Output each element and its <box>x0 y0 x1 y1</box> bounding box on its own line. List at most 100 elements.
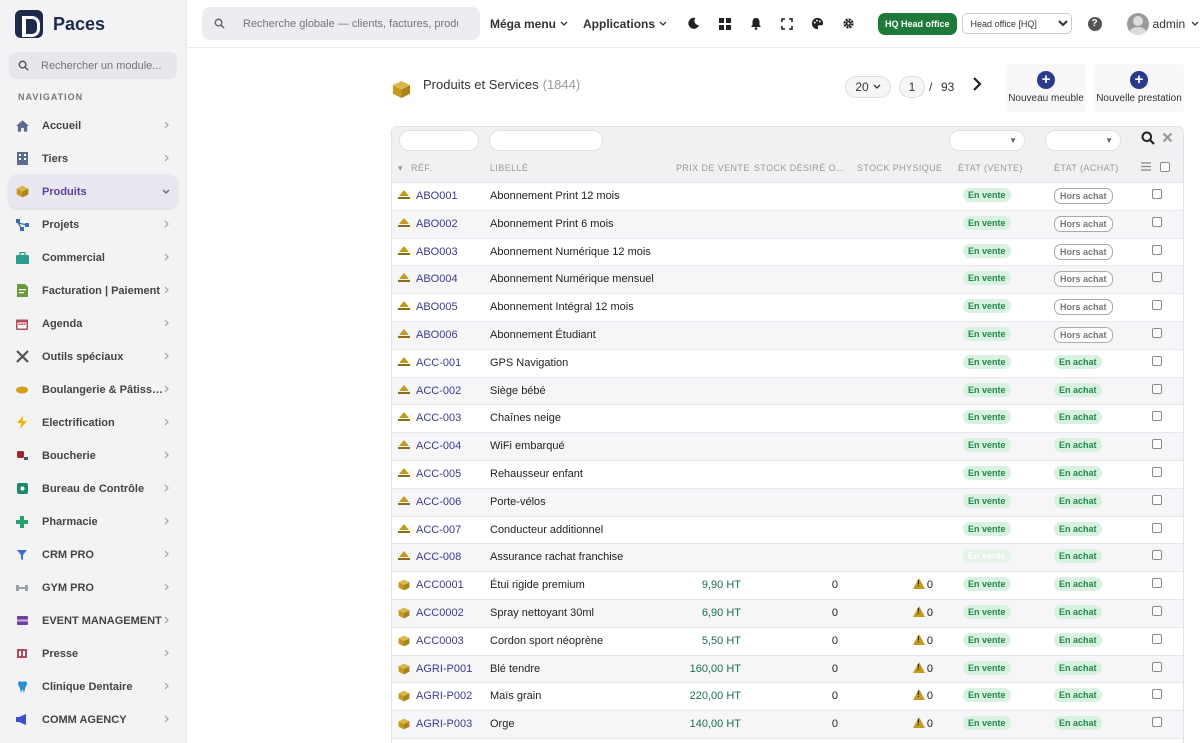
status-buy-badge[interactable]: En achat <box>1054 632 1102 647</box>
dark-mode-icon[interactable] <box>678 8 709 39</box>
status-sale-badge[interactable]: En vente <box>963 215 1011 230</box>
table-row[interactable]: ABO005 Abonnement Intégral 12 mois En vent… <box>392 294 1183 322</box>
sidebar-item-gym-pro[interactable]: GYM PRO <box>0 571 186 604</box>
product-ref-link[interactable]: ACC-001 <box>416 356 462 369</box>
status-sale-badge[interactable]: En vente <box>963 438 1011 453</box>
sidebar-item-projets[interactable]: Projets <box>0 208 186 241</box>
select-all-checkbox[interactable] <box>1160 162 1170 172</box>
sidebar-item-comm-agency[interactable]: COMM AGENCY <box>0 703 186 736</box>
status-sale-badge[interactable]: En vente <box>963 382 1011 397</box>
header-price[interactable]: PRIX DE VENTE <box>676 163 750 173</box>
status-sale-badge[interactable]: En vente <box>963 326 1011 341</box>
product-ref-link[interactable]: ABO001 <box>416 190 458 202</box>
table-row[interactable]: ABO003 Abonnement Numérique 12 mois En ven… <box>392 239 1183 267</box>
gear-icon[interactable] <box>833 8 864 39</box>
product-ref-link[interactable]: ABO006 <box>416 328 458 341</box>
status-buy-badge[interactable]: En achat <box>1054 354 1102 369</box>
table-row[interactable]: ABO004 Abonnement Numérique mensuel En ven… <box>392 266 1183 295</box>
status-buy-badge[interactable]: En achat <box>1054 688 1102 703</box>
row-checkbox[interactable] <box>1152 355 1162 366</box>
help-icon[interactable]: ? <box>1087 16 1102 31</box>
product-ref-link[interactable]: ACC0003 <box>416 634 464 647</box>
row-checkbox[interactable] <box>1152 216 1162 227</box>
header-status-buy[interactable]: ÉTAT (ACHAT) <box>1054 163 1119 173</box>
status-sale-badge[interactable]: En vente <box>963 716 1011 731</box>
header-label[interactable]: LIBELLÉ <box>490 163 529 173</box>
table-row[interactable]: ACC-007 Conducteur additionnel En vente En … <box>392 517 1183 545</box>
sidebar-item-tiers[interactable]: Tiers <box>0 142 186 175</box>
row-checkbox[interactable] <box>1152 466 1162 477</box>
product-ref-link[interactable]: ACC-002 <box>416 384 462 397</box>
table-row[interactable]: ACC0003 Cordon sport néoprène 5,50 HT 0 0 En … <box>392 628 1183 656</box>
product-ref-link[interactable]: ACC0001 <box>416 579 464 592</box>
status-sale-badge[interactable]: En vente <box>963 688 1011 703</box>
status-buy-badge[interactable]: En achat <box>1054 604 1102 619</box>
list-options-icon[interactable] <box>1141 162 1151 173</box>
status-sale-badge[interactable]: En vente <box>963 243 1011 258</box>
status-sale-badge[interactable]: En vente <box>963 271 1011 286</box>
status-sale-badge[interactable]: En vente <box>963 521 1011 536</box>
filter-label-input[interactable] <box>489 130 603 151</box>
row-checkbox[interactable] <box>1152 300 1162 311</box>
entity-select[interactable]: Head office [HQ] <box>961 13 1072 34</box>
table-row[interactable]: ACC-001 GPS Navigation En vente En achat <box>392 350 1183 378</box>
row-checkbox[interactable] <box>1152 578 1162 589</box>
global-search-input[interactable] <box>243 17 458 30</box>
product-ref-link[interactable]: ACC-003 <box>416 412 462 425</box>
row-checkbox[interactable] <box>1152 661 1162 672</box>
table-row[interactable]: ACC-004 WiFi embarqué En vente En achat <box>392 433 1183 461</box>
table-row[interactable]: ABO001 Abonnement Print 12 mois En vente Ho… <box>392 183 1183 211</box>
status-buy-badge[interactable]: En achat <box>1054 493 1102 508</box>
row-checkbox[interactable] <box>1152 522 1162 533</box>
status-sale-badge[interactable]: En vente <box>963 549 1011 564</box>
table-row[interactable]: ACC0002 Spray nettoyant 30ml 6,90 HT 0 0 En v… <box>392 599 1183 628</box>
sidebar-item-outils-speciaux[interactable]: Outils spéciaux <box>0 340 186 373</box>
row-checkbox[interactable] <box>1152 605 1162 616</box>
status-buy-badge[interactable]: Hors achat <box>1054 243 1113 260</box>
status-buy-badge[interactable]: En achat <box>1054 549 1102 564</box>
grid-apps-icon[interactable] <box>709 8 740 39</box>
sort-indicator-icon[interactable]: ▾ <box>398 163 403 173</box>
sidebar-item-crm-pro[interactable]: CRM PRO <box>0 538 186 571</box>
product-ref-link[interactable]: AGRI-P001 <box>416 662 473 675</box>
status-buy-badge[interactable]: En achat <box>1054 382 1102 397</box>
status-buy-badge[interactable]: Hors achat <box>1054 271 1113 288</box>
page-number-input[interactable]: 1 <box>899 76 925 98</box>
product-ref-link[interactable]: AGRI-P003 <box>416 718 473 731</box>
row-checkbox[interactable] <box>1152 689 1162 700</box>
row-checkbox[interactable] <box>1152 633 1162 644</box>
status-sale-badge[interactable]: En vente <box>963 188 1011 202</box>
table-row[interactable]: AGRI-P003 Orge 140,00 HT 0 0 En vente En achat <box>392 711 1183 739</box>
table-row[interactable]: ACC-006 Porte-vélos En vente En achat <box>392 488 1183 517</box>
row-checkbox[interactable] <box>1152 439 1162 450</box>
row-checkbox[interactable] <box>1152 411 1162 422</box>
filter-ref-input[interactable] <box>399 130 479 151</box>
product-ref-link[interactable]: ABO004 <box>416 273 458 286</box>
sidebar-item-facturation-paiement[interactable]: Facturation | Paiement <box>0 274 186 307</box>
status-sale-badge[interactable]: En vente <box>963 604 1011 619</box>
mega-menu-button[interactable]: Méga menu <box>490 17 568 31</box>
search-button[interactable] <box>1141 131 1155 148</box>
row-checkbox[interactable] <box>1152 327 1162 338</box>
product-ref-link[interactable]: ACC0002 <box>416 606 464 619</box>
status-sale-badge[interactable]: En vente <box>963 299 1011 314</box>
table-row[interactable]: ABO006 Abonnement Étudiant En vente Hors ac… <box>392 321 1183 350</box>
product-ref-link[interactable]: AGRI-P002 <box>416 690 473 703</box>
row-checkbox[interactable] <box>1152 494 1162 505</box>
status-buy-badge[interactable]: En achat <box>1054 438 1102 453</box>
header-stock-physical[interactable]: STOCK PHYSIQUE <box>857 163 943 173</box>
sidebar-item-commercial[interactable]: Commercial <box>0 241 186 274</box>
product-ref-link[interactable]: ACC-005 <box>416 467 462 480</box>
sidebar-item-boucherie[interactable]: Boucherie <box>0 439 186 472</box>
product-ref-link[interactable]: ACC-008 <box>416 551 462 564</box>
table-row[interactable]: ABO002 Abonnement Print 6 mois En vente Hor… <box>392 210 1183 239</box>
status-buy-badge[interactable]: En achat <box>1054 577 1102 592</box>
status-buy-badge[interactable]: En achat <box>1054 716 1102 731</box>
header-ref[interactable]: RÉF. <box>411 163 433 173</box>
row-checkbox[interactable] <box>1152 717 1162 728</box>
table-row[interactable]: ACC0001 Étui rigide premium 9,90 HT 0 0 En ve… <box>392 572 1183 600</box>
product-ref-link[interactable]: ACC-004 <box>416 440 462 453</box>
row-checkbox[interactable] <box>1152 272 1162 283</box>
next-page-button[interactable] <box>972 77 982 96</box>
palette-icon[interactable] <box>802 8 833 39</box>
